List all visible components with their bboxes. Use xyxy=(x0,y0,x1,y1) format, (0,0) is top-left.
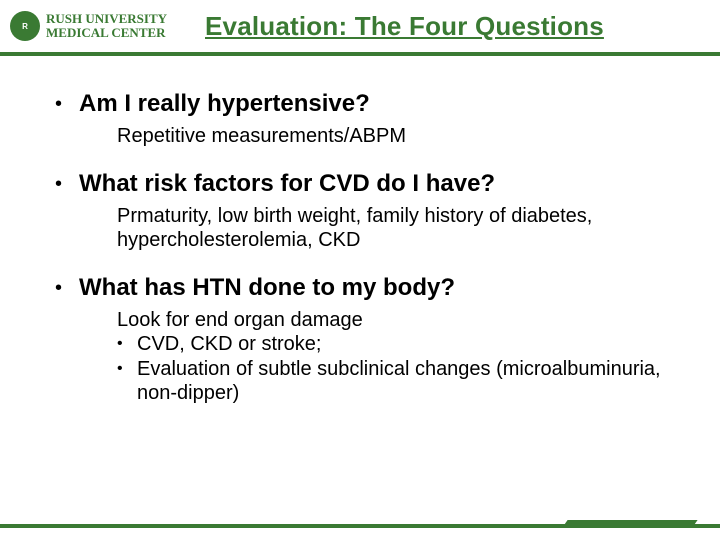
question-3-subitem-2-text: Evaluation of subtle subclinical changes… xyxy=(137,357,665,406)
logo: R RUSH UNIVERSITY MEDICAL CENTER xyxy=(0,11,205,41)
bullet-icon: • xyxy=(117,357,137,381)
logo-mark-icon: R xyxy=(10,11,40,41)
question-3-sublead: Look for end organ damage xyxy=(117,308,665,332)
question-2-heading: • What risk factors for CVD do I have? xyxy=(55,170,665,198)
logo-line2: MEDICAL CENTER xyxy=(46,26,167,40)
question-3-subitem-1-text: CVD, CKD or stroke; xyxy=(137,332,321,356)
question-3-sublist: Look for end organ damage • CVD, CKD or … xyxy=(117,308,665,406)
content: • Am I really hypertensive? Repetitive m… xyxy=(55,90,665,428)
footer-accent-icon xyxy=(562,520,698,528)
question-3: • What has HTN done to my body? Look for… xyxy=(55,274,665,406)
question-3-subitem-2: • Evaluation of subtle subclinical chang… xyxy=(117,357,665,406)
bullet-icon: • xyxy=(55,90,79,118)
question-2: • What risk factors for CVD do I have? P… xyxy=(55,170,665,252)
bullet-icon: • xyxy=(117,332,137,356)
question-2-title: What risk factors for CVD do I have? xyxy=(79,170,495,198)
slide-title: Evaluation: The Four Questions xyxy=(205,11,720,42)
header-rule xyxy=(0,52,720,56)
question-1-body: Repetitive measurements/ABPM xyxy=(117,124,665,148)
question-3-heading: • What has HTN done to my body? xyxy=(55,274,665,302)
question-1-heading: • Am I really hypertensive? xyxy=(55,90,665,118)
logo-line1: RUSH UNIVERSITY xyxy=(46,12,167,26)
question-1: • Am I really hypertensive? Repetitive m… xyxy=(55,90,665,148)
bullet-icon: • xyxy=(55,170,79,198)
question-3-title: What has HTN done to my body? xyxy=(79,274,455,302)
question-2-body: Prmaturity, low birth weight, family his… xyxy=(117,204,665,252)
slide: R RUSH UNIVERSITY MEDICAL CENTER Evaluat… xyxy=(0,0,720,540)
question-3-subitem-1: • CVD, CKD or stroke; xyxy=(117,332,665,356)
header: R RUSH UNIVERSITY MEDICAL CENTER Evaluat… xyxy=(0,0,720,52)
logo-text: RUSH UNIVERSITY MEDICAL CENTER xyxy=(46,12,167,39)
question-1-title: Am I really hypertensive? xyxy=(79,90,370,118)
bullet-icon: • xyxy=(55,274,79,302)
